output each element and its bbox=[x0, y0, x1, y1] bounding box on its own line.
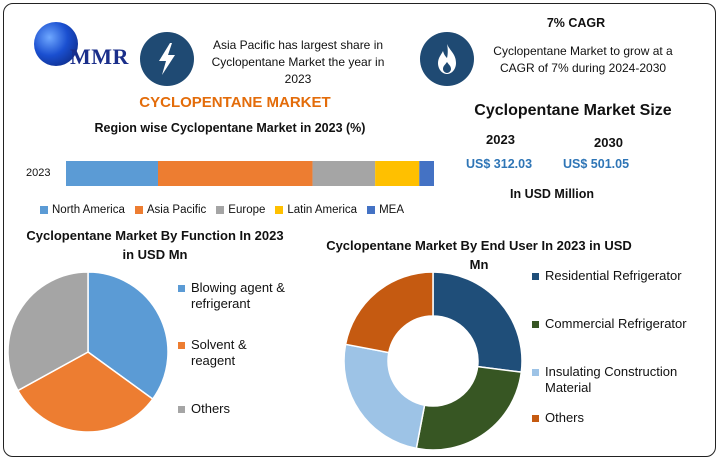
legend-item-north-america: North America bbox=[40, 204, 125, 216]
region-stacked-bar bbox=[66, 161, 434, 186]
legend-swatch bbox=[178, 285, 185, 292]
legend-item-insulating: Insulating Construction Material bbox=[532, 364, 697, 396]
year-2030-label: 2030 bbox=[594, 135, 623, 150]
bar-segment-north-america bbox=[66, 161, 158, 186]
value-2023: US$ 312.03 bbox=[466, 157, 533, 171]
legend-item-mea: MEA bbox=[367, 204, 404, 216]
legend-swatch bbox=[216, 206, 225, 214]
brand-logo: MMR bbox=[70, 44, 129, 69]
legend-swatch bbox=[532, 415, 539, 422]
globe-logo-icon bbox=[34, 22, 78, 66]
legend-swatch bbox=[178, 406, 185, 413]
legend-swatch bbox=[40, 206, 48, 214]
region-callout: Asia Pacific has largest share in Cyclop… bbox=[211, 38, 385, 86]
legend-swatch bbox=[178, 342, 185, 349]
slice-others bbox=[7, 271, 89, 392]
legend-item-others: Others bbox=[178, 401, 308, 417]
legend-item-commercial: Commercial Refrigerator bbox=[532, 316, 697, 332]
slice-blowing-agent-refrigerant bbox=[87, 271, 169, 401]
year-2023-label: 2023 bbox=[486, 132, 515, 147]
function-pie-title: Cyclopentane Market By Function In 2023 … bbox=[26, 228, 284, 262]
cagr-callout: Cyclopentane Market to grow at a CAGR of… bbox=[493, 44, 673, 75]
bar-segment-mea bbox=[419, 161, 434, 186]
legend-swatch bbox=[532, 321, 539, 328]
lightning-icon bbox=[140, 32, 194, 86]
end-user-donut-chart bbox=[343, 271, 523, 451]
legend-swatch bbox=[275, 206, 284, 214]
market-title: CYCLOPENTANE MARKET bbox=[139, 94, 331, 111]
legend-swatch bbox=[367, 206, 376, 214]
slice-commercial-refrigerator bbox=[415, 365, 523, 451]
legend-item-others: Others bbox=[532, 410, 697, 426]
legend-item-europe: Europe bbox=[216, 204, 265, 216]
legend-swatch bbox=[532, 273, 539, 280]
legend-item-residential: Residential Refrigerator bbox=[532, 268, 697, 284]
legend-swatch bbox=[532, 369, 539, 376]
bar-segment-latin-america bbox=[375, 161, 420, 186]
end-user-legend: Residential Refrigerator Commercial Refr… bbox=[532, 268, 697, 426]
bar-category-label: 2023 bbox=[26, 167, 51, 179]
value-2030: US$ 501.05 bbox=[563, 157, 630, 171]
legend-item-solvent: Solvent & reagent bbox=[178, 337, 308, 369]
cagr-title: 7% CAGR bbox=[546, 16, 606, 30]
function-pie-legend: Blowing agent & refrigerant Solvent & re… bbox=[178, 280, 308, 417]
slice-others bbox=[344, 271, 434, 354]
market-size-title: Cyclopentane Market Size bbox=[474, 102, 672, 119]
legend-item-latin-america: Latin America bbox=[275, 204, 357, 216]
function-pie-chart bbox=[7, 271, 169, 433]
bar-segment-asia-pacific bbox=[158, 161, 313, 186]
slice-solvent-reagent bbox=[16, 351, 154, 433]
slice-residential-refrigerator bbox=[432, 271, 523, 373]
end-user-donut-title: Cyclopentane Market By End User In 2023 … bbox=[326, 238, 632, 272]
bar-chart-title: Region wise Cyclopentane Market in 2023 … bbox=[94, 121, 366, 135]
bar-segment-europe bbox=[312, 161, 376, 186]
flame-icon bbox=[420, 32, 474, 86]
slice-insulating-construction-material bbox=[343, 343, 426, 450]
legend-item-asia-pacific: Asia Pacific bbox=[134, 204, 206, 216]
legend-swatch bbox=[134, 206, 143, 214]
bar-legend: North America Asia Pacific Europe Latin … bbox=[40, 204, 404, 216]
unit-label: In USD Million bbox=[509, 187, 595, 201]
legend-item-blowing-agent: Blowing agent & refrigerant bbox=[178, 280, 308, 312]
